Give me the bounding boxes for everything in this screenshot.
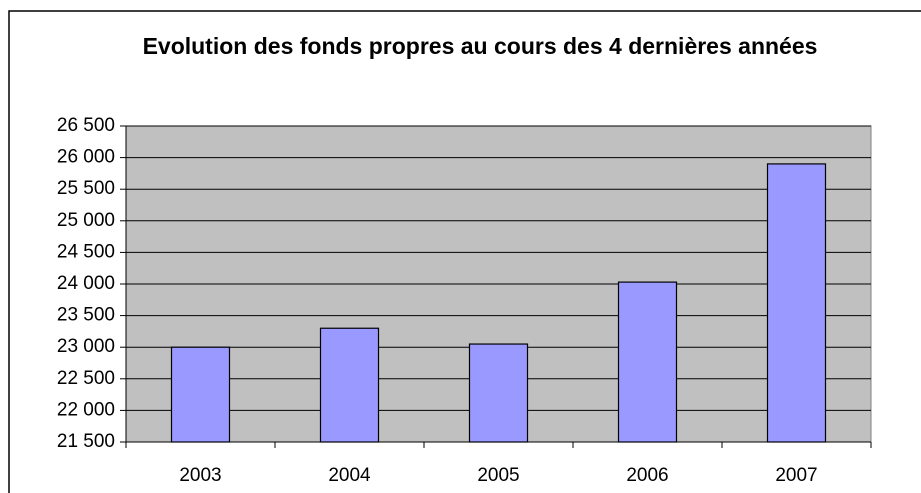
- y-tick-label: 25 000: [57, 210, 115, 231]
- chart-title: Evolution des fonds propres au cours des…: [142, 33, 818, 59]
- y-tick-label: 21 500: [57, 431, 115, 452]
- bar: [170, 346, 231, 443]
- y-tick-label: 26 000: [57, 147, 115, 168]
- x-tick-label: 2003: [179, 465, 221, 486]
- y-tick-label: 23 000: [57, 336, 115, 357]
- y-tick-label: 24 000: [57, 273, 115, 294]
- bar: [319, 327, 380, 443]
- y-tick-label: 23 500: [57, 305, 115, 326]
- bar: [766, 163, 827, 443]
- y-tick-label: 22 000: [57, 399, 115, 420]
- bar: [617, 281, 678, 443]
- y-tick-label: 26 500: [57, 115, 115, 136]
- bar: [468, 343, 529, 443]
- x-tick-label: 2007: [775, 465, 817, 486]
- y-tick-label: 24 500: [57, 241, 115, 262]
- y-tick-label: 22 500: [57, 368, 115, 389]
- x-tick-label: 2006: [626, 465, 668, 486]
- x-tick-label: 2005: [477, 465, 519, 486]
- x-tick-label: 2004: [328, 465, 371, 486]
- y-tick-label: 25 500: [57, 178, 115, 199]
